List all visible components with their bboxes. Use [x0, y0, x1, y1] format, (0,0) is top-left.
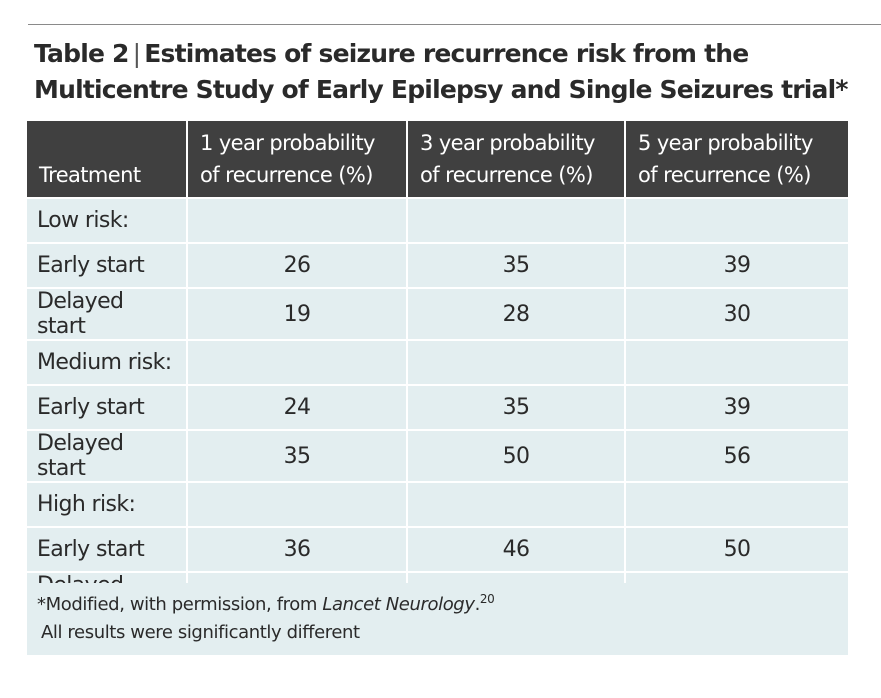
column-header-line-1: 5 year probability — [638, 131, 813, 155]
caption-line-1: Table 2 | Estimates of seizure recurrence … — [34, 36, 874, 72]
footnote-prefix: *Modified, with permission, from — [37, 594, 323, 615]
probability-cell: 35 — [406, 242, 625, 288]
probability-cell: 50 — [624, 526, 848, 572]
header-row: Treatment 1 year probability of recurrence… — [27, 121, 848, 198]
table-row: Early start 24 35 39 — [27, 384, 848, 430]
footnote-line-1: *Modified, with permission, from Lancet … — [37, 591, 838, 619]
top-rule — [28, 24, 881, 25]
probability-cell: 26 — [186, 242, 407, 288]
probability-cell — [186, 197, 407, 243]
probability-cell: 35 — [406, 384, 625, 430]
column-header-line-1: 3 year probability — [420, 131, 595, 155]
treatment-label: Early start — [27, 242, 187, 288]
table-row: Delayed start 35 50 56 — [27, 429, 848, 482]
probability-cell: 35 — [186, 429, 407, 482]
footnote-suffix: . — [474, 594, 481, 615]
table-row: Early start 26 35 39 — [27, 242, 848, 288]
table-row: Delayed start 19 28 30 — [27, 287, 848, 340]
treatment-label: Delayed start — [27, 287, 187, 340]
risk-group-label: Medium risk: — [27, 339, 187, 385]
probability-cell: 39 — [624, 384, 848, 430]
probability-cell — [624, 339, 848, 385]
probability-cell: 24 — [186, 384, 407, 430]
footnote-source: Lancet Neurology — [322, 594, 475, 615]
group-row: High risk: — [27, 481, 848, 527]
probability-cell: 39 — [624, 242, 848, 288]
column-header-3: 5 year probability of recurrence (%) — [624, 121, 848, 198]
column-header-line-2: of recurrence (%) — [420, 163, 593, 187]
column-header-2: 3 year probability of recurrence (%) — [406, 121, 625, 198]
probability-cell — [624, 481, 848, 527]
group-row: Low risk: — [27, 197, 848, 243]
caption-title-line-2: Multicentre Study of Early Epilepsy and … — [34, 75, 848, 104]
probability-cell — [624, 197, 848, 243]
probability-cell — [406, 481, 625, 527]
treatment-label: Early start — [27, 384, 187, 430]
probability-cell: 46 — [406, 526, 625, 572]
probability-cell: 28 — [406, 287, 625, 340]
column-header-line-2: Treatment — [39, 163, 141, 187]
probability-cell — [406, 197, 625, 243]
footnote-line-2: All results were significantly different — [41, 622, 360, 643]
table-label: Table 2 — [34, 39, 129, 68]
column-header-0: Treatment — [27, 121, 187, 198]
probability-cell: 30 — [624, 287, 848, 340]
recurrence-risk-table: Treatment 1 year probability of recurrence… — [27, 121, 848, 623]
probability-cell — [186, 339, 407, 385]
column-header-1: 1 year probability of recurrence (%) — [186, 121, 407, 198]
probability-cell: 19 — [186, 287, 407, 340]
treatment-label: Early start — [27, 526, 187, 572]
footnote: *Modified, with permission, from Lancet … — [27, 583, 848, 655]
probability-cell: 36 — [186, 526, 407, 572]
column-header-line-2: of recurrence (%) — [638, 163, 811, 187]
column-header-line-1: 1 year probability — [200, 131, 375, 155]
column-header-line-2: of recurrence (%) — [200, 163, 373, 187]
probability-cell: 56 — [624, 429, 848, 482]
table-body: Low risk: Early start 26 35 39 Delayed start 1… — [27, 197, 848, 623]
probability-cell — [406, 339, 625, 385]
risk-group-label: High risk: — [27, 481, 187, 527]
table-row: Early start 36 46 50 — [27, 526, 848, 572]
risk-group-label: Low risk: — [27, 197, 187, 243]
probability-cell — [186, 481, 407, 527]
caption-title-line-1: Estimates of seizure recurrence risk fro… — [144, 39, 749, 68]
probability-cell: 50 — [406, 429, 625, 482]
caption-separator: | — [132, 39, 141, 68]
group-row: Medium risk: — [27, 339, 848, 385]
table-caption: Table 2 | Estimates of seizure recurrence … — [34, 36, 874, 108]
treatment-label: Delayed start — [27, 429, 187, 482]
footnote-reference: 20 — [479, 592, 495, 606]
